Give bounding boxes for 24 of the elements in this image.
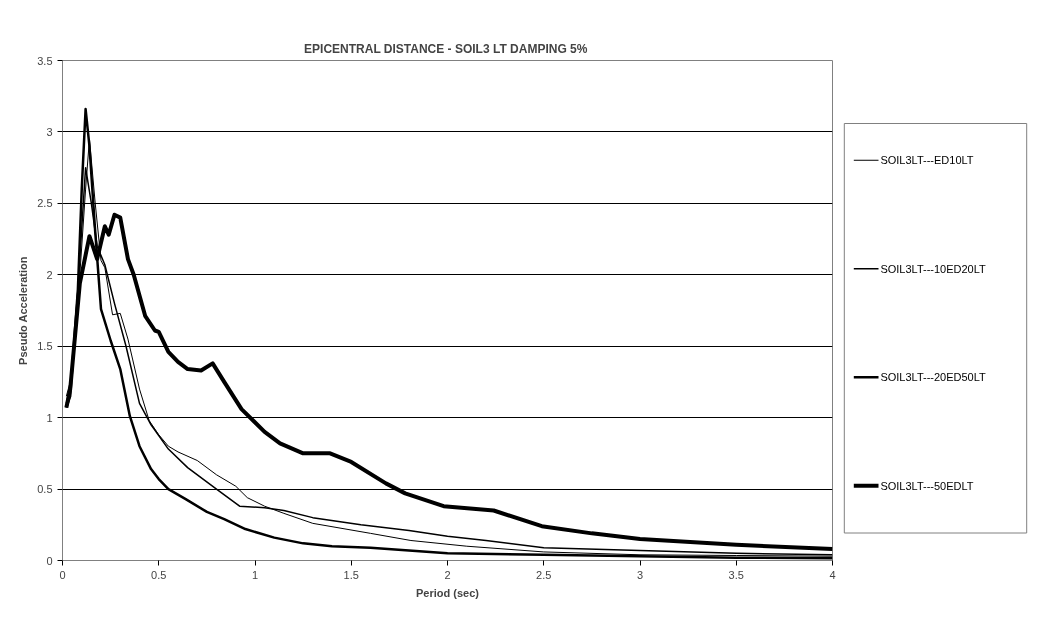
y-axis-title: Pseudo Acceleration bbox=[17, 256, 30, 365]
y-tick-label: 2.5 bbox=[37, 197, 53, 210]
legend-label: SOIL3LT---50EDLT bbox=[880, 479, 974, 492]
x-tick-label: 0.5 bbox=[151, 568, 167, 581]
legend-label: SOIL3LT---20ED50LT bbox=[880, 371, 987, 384]
y-tick-label: 3.5 bbox=[37, 54, 53, 67]
y-tick-label: 1 bbox=[46, 411, 53, 424]
chart-title: EPICENTRAL DISTANCE - SOIL3 LT DAMPING 5% bbox=[304, 41, 588, 56]
legend-label: SOIL3LT---10ED20LT bbox=[880, 262, 987, 275]
x-tick-label: 2 bbox=[444, 568, 451, 581]
x-tick-label: 3 bbox=[636, 568, 644, 581]
x-tick-label: 0 bbox=[59, 568, 66, 581]
legend-label: SOIL3LT---ED10LT bbox=[880, 154, 974, 167]
x-tick-label: 1 bbox=[251, 568, 259, 581]
x-tick-label: 3.5 bbox=[728, 568, 744, 581]
x-tick-label: 4 bbox=[829, 568, 836, 581]
y-tick-label: 3 bbox=[46, 125, 53, 138]
y-tick-label: 0.5 bbox=[37, 483, 53, 496]
y-tick-label: 2 bbox=[46, 268, 53, 281]
y-tick-label: 0 bbox=[46, 554, 53, 567]
x-tick-label: 1.5 bbox=[343, 568, 359, 581]
x-axis-title: Period (sec) bbox=[416, 586, 480, 599]
x-tick-label: 2.5 bbox=[536, 568, 552, 581]
y-tick-label: 1.5 bbox=[37, 340, 53, 353]
